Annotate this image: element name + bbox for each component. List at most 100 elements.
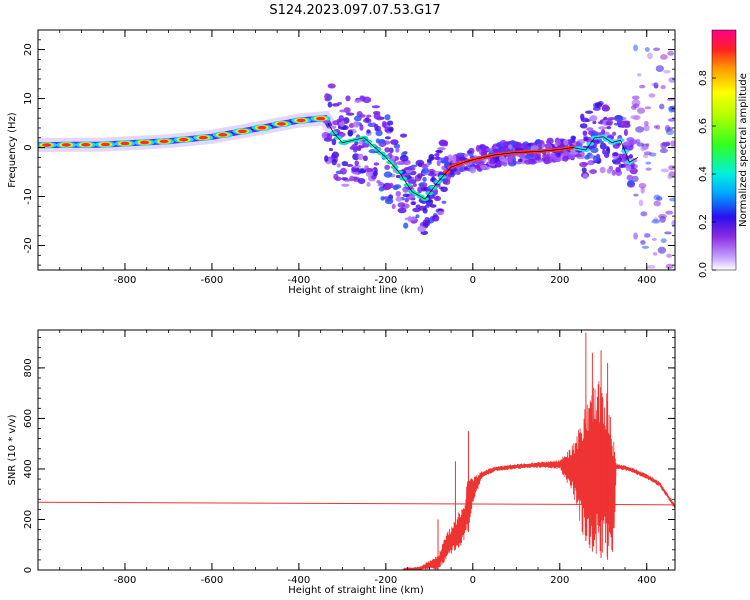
spectrogram-cell — [660, 142, 668, 149]
spectrogram-cell — [81, 142, 91, 147]
spectrogram-cell — [546, 139, 551, 145]
spectrogram-cell — [664, 270, 671, 277]
spectrogram-cell — [412, 183, 417, 187]
spectrogram-cell — [359, 169, 367, 174]
spectrogram-cell — [296, 118, 306, 123]
colorbar-tick-label: 0.0 — [698, 262, 709, 278]
spectrogram-cell — [362, 96, 372, 104]
spectrogram-cell — [364, 168, 374, 173]
spectrogram-cell — [668, 105, 674, 113]
spectrogram-cell — [639, 84, 646, 89]
spectrogram-cell — [358, 114, 366, 118]
spectrogram-cell — [341, 160, 349, 167]
spectrogram-cell — [644, 47, 650, 52]
spectrogram-cell — [375, 129, 383, 137]
spectrogram-cell — [615, 168, 621, 172]
spectrogram-cell — [424, 204, 430, 208]
spectrogram-cell — [372, 110, 381, 115]
spectrogram-cell — [366, 114, 372, 118]
spectrogram-marks — [38, 44, 675, 277]
spectrogram-cell — [352, 121, 360, 128]
spectrogram-cell — [582, 173, 588, 180]
spectrogram-x-tick-label: 400 — [637, 275, 656, 286]
spectrogram-cell — [433, 156, 443, 160]
spectrogram-cell — [659, 103, 665, 110]
spectrogram-cell — [438, 140, 448, 146]
spectrogram-cell — [403, 222, 409, 229]
spectrogram-cell — [524, 154, 531, 160]
spectrogram-cell — [378, 139, 386, 144]
spectrogram-cell — [458, 153, 463, 157]
spectrogram-cell — [611, 159, 617, 163]
spectrogram-cell — [237, 129, 247, 134]
spectrogram-cell — [354, 160, 359, 166]
spectrogram-cell — [331, 158, 337, 166]
spectrogram-cell — [629, 139, 638, 145]
colorbar-ticks: 0.0 0.2 0.4 0.6 0.8 — [698, 70, 716, 278]
spectrogram-cell — [383, 171, 393, 178]
spectrogram-cell — [347, 129, 354, 137]
spectrogram-cell — [534, 155, 542, 161]
spectrogram-cell — [42, 143, 52, 147]
colorbar-tick-label: 0.8 — [698, 70, 709, 86]
spectrogram-y-tick-label: 0 — [23, 144, 34, 150]
spectrogram-cell — [670, 140, 675, 147]
spectrogram-cell — [606, 168, 612, 174]
spectrogram-cell — [399, 155, 409, 162]
spectrogram-cell — [371, 105, 381, 109]
colorbar: 0.0 0.2 0.4 0.6 0.8 Normalized spectral ampl… — [698, 29, 749, 278]
spectrogram-cell — [658, 213, 667, 219]
spectrogram-cell — [632, 103, 640, 109]
spectrogram-cell — [357, 177, 366, 185]
spectrogram-cell — [653, 82, 659, 89]
spectrogram-cell — [643, 124, 650, 132]
spectrogram-cell — [387, 120, 394, 126]
spectrogram-cell — [418, 182, 424, 187]
spectrogram-cell — [328, 147, 333, 152]
spectrogram-cell — [384, 147, 391, 153]
spectrogram-cell — [410, 164, 418, 168]
spectrogram-cell — [327, 101, 333, 108]
spectrogram-cell — [422, 176, 427, 182]
spectrogram-cell — [389, 147, 394, 154]
spectrogram-cell — [517, 158, 523, 163]
spectrogram-cell — [593, 155, 599, 162]
spectrogram-cell — [440, 186, 448, 193]
spectrogram-cell — [422, 219, 428, 226]
spectrogram-y-tick-label: -20 — [23, 237, 34, 253]
snr-x-tick-label: -600 — [201, 575, 224, 586]
spectrogram-cell — [645, 161, 652, 165]
spectrogram-cell — [391, 203, 396, 210]
spectrogram-cell — [592, 120, 597, 125]
spectrogram-cell — [635, 126, 645, 133]
spectrogram-cell — [638, 182, 647, 189]
spectrogram-cell — [605, 146, 610, 152]
spectrogram-cell — [336, 163, 341, 168]
spectrogram-cell — [655, 65, 665, 72]
spectrogram-cell — [354, 99, 362, 103]
spectrogram-cell — [645, 143, 650, 147]
spectrogram-cell — [606, 125, 612, 130]
spectrogram-cell — [580, 117, 590, 123]
spectrogram-cell — [612, 152, 619, 157]
spectrogram-cell — [422, 207, 428, 214]
spectrogram-cell — [570, 151, 579, 155]
spectrogram-cell — [601, 129, 606, 135]
snr-x-tick-label: -400 — [288, 575, 311, 586]
spectrogram-cell — [616, 120, 622, 126]
spectrogram-cell — [421, 167, 429, 174]
spectrogram-cell — [589, 115, 598, 122]
snr-y-label: SNR (10 * v/v) — [7, 414, 18, 485]
spectrogram-cell — [581, 167, 587, 173]
spectrogram-cell — [357, 153, 364, 160]
spectrogram-cell — [668, 269, 672, 270]
spectrogram-cell — [416, 173, 423, 179]
spectrogram-cell — [492, 143, 501, 147]
spectrogram-cell — [556, 157, 561, 163]
spectrogram-cell — [627, 179, 635, 186]
spectrogram-cell — [579, 123, 588, 129]
spectrogram-cell — [480, 145, 487, 152]
spectrogram-cell — [276, 122, 286, 126]
spectrogram-cell — [437, 147, 446, 151]
spectrogram-cell — [653, 200, 661, 207]
